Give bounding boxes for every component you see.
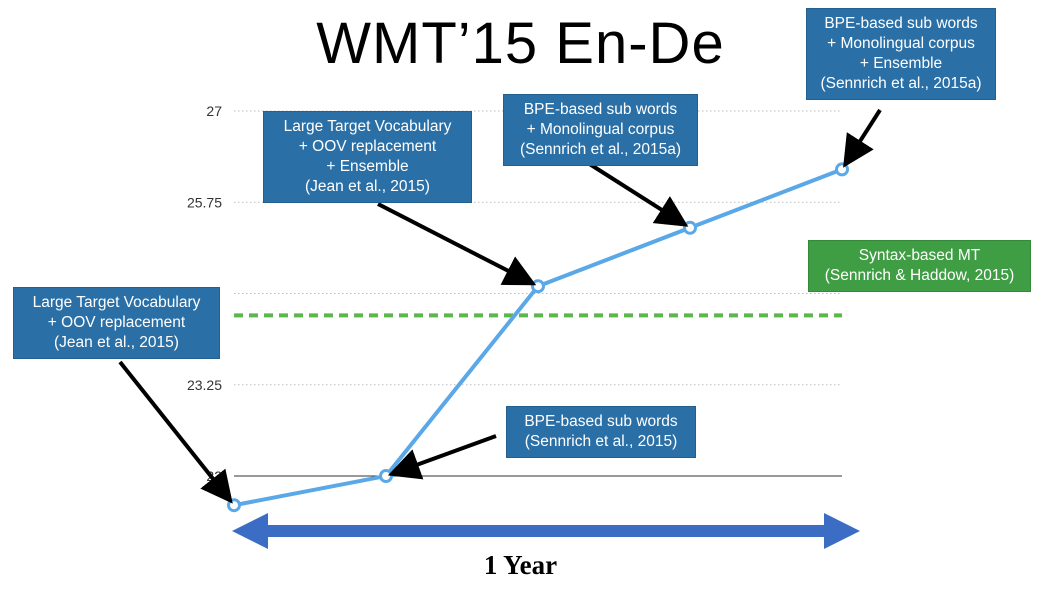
annotation-bpe-monolingual-ensemble: BPE-based sub words + Monolingual corpus… bbox=[806, 8, 996, 100]
y-tick-label: 27 bbox=[206, 103, 222, 119]
annotation-arrow bbox=[118, 360, 233, 504]
annotation-syntax-mt: Syntax-based MT (Sennrich & Haddow, 2015… bbox=[808, 240, 1031, 292]
y-tick-label: 23.25 bbox=[187, 377, 222, 393]
timeline-label: 1 Year bbox=[483, 550, 558, 580]
annotation-bpe-monolingual: BPE-based sub words + Monolingual corpus… bbox=[503, 94, 698, 166]
data-point bbox=[227, 498, 241, 513]
slide-title: WMT’15 En-De bbox=[316, 11, 725, 76]
annotation-large-vocab-ensemble: Large Target Vocabulary + OOV replacemen… bbox=[263, 111, 472, 203]
data-point bbox=[683, 220, 697, 235]
timeline-left-arrowhead bbox=[232, 513, 268, 549]
annotation-arrow bbox=[377, 202, 537, 286]
data-point bbox=[379, 469, 393, 483]
timeline-right-arrowhead bbox=[824, 513, 860, 549]
data-point bbox=[835, 162, 849, 177]
data-point bbox=[531, 279, 545, 294]
annotation-large-vocab: Large Target Vocabulary + OOV replacemen… bbox=[13, 287, 220, 359]
y-tick-label: 25.75 bbox=[187, 194, 222, 210]
annotation-arrow bbox=[843, 108, 882, 168]
annotation-arrow bbox=[586, 161, 689, 227]
annotation-arrow bbox=[387, 434, 497, 480]
timeline-bar bbox=[262, 525, 832, 537]
annotation-bpe: BPE-based sub words (Sennrich et al., 20… bbox=[506, 406, 696, 458]
